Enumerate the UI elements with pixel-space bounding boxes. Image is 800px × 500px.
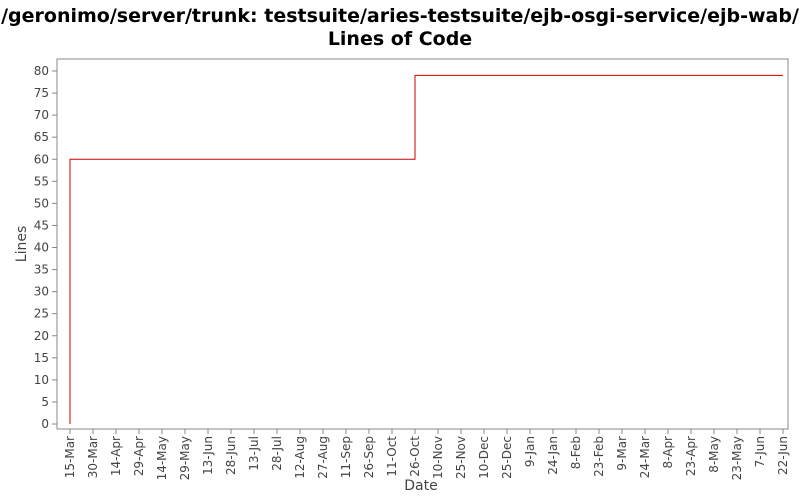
y-tick-label: 10 (34, 373, 49, 387)
x-tick-label: 29-May (178, 436, 192, 480)
y-tick-label: 40 (34, 241, 49, 255)
y-tick-label: 80 (34, 64, 49, 78)
x-tick-label: 7-Jun (753, 436, 767, 467)
x-tick-label: 8-Feb (569, 436, 583, 469)
y-tick-label: 45 (34, 218, 49, 232)
series-layer (69, 74, 783, 424)
plot-area (56, 58, 789, 430)
x-tick-label: 13-Jul (247, 436, 261, 471)
y-tick-label: 70 (34, 108, 49, 122)
x-tick-label: 28-Jun (224, 436, 238, 475)
y-axis-ticks: 0 5 10 15 20 25 30 35 40 45 50 55 60 65 70 75 80 (34, 64, 57, 431)
x-tick-label: 22-Jun (776, 436, 790, 475)
y-tick-label: 50 (34, 196, 49, 210)
x-tick-label: 23-Apr (684, 436, 698, 476)
x-tick-label: 9-Mar (615, 436, 629, 471)
y-tick-label: 25 (34, 307, 49, 321)
x-tick-label: 13-Jun (201, 436, 215, 475)
x-tick-label: 26-Oct (408, 436, 422, 477)
y-axis-label: Lines (14, 226, 30, 262)
y-tick-label: 30 (34, 285, 49, 299)
y-tick-label: 0 (41, 417, 49, 431)
x-tick-label: 11-Oct (385, 436, 399, 477)
x-axis-label: Date (404, 478, 437, 494)
x-tick-label: 25-Nov (454, 436, 468, 479)
x-tick-label: 12-Aug (293, 436, 307, 479)
x-tick-label: 9-Jan (523, 436, 537, 467)
x-tick-label: 14-May (155, 436, 169, 480)
chart-title-line-1: /geronimo/server/trunk: testsuite/aries-… (1, 5, 799, 27)
y-tick-label: 60 (34, 152, 49, 166)
y-tick-label: 35 (34, 263, 49, 277)
x-tick-label: 24-Jan (546, 436, 560, 475)
y-tick-label: 20 (34, 329, 49, 343)
x-axis-ticks: 15-Mar 30-Mar 14-Apr 29-Apr 14-May 29-May 13-J… (63, 429, 790, 480)
x-tick-label: 24-Mar (638, 436, 652, 478)
x-tick-label: 10-Dec (477, 436, 491, 479)
y-tick-label: 65 (34, 130, 49, 144)
x-tick-label: 10-Nov (431, 436, 445, 479)
x-tick-label: 8-Apr (661, 436, 675, 469)
x-tick-label: 23-May (730, 436, 744, 480)
x-tick-label: 25-Dec (500, 436, 514, 479)
x-tick-label: 23-Feb (592, 436, 606, 477)
x-tick-label: 26-Sep (362, 436, 376, 478)
x-tick-label: 30-Mar (86, 436, 100, 478)
chart-title-line-2: Lines of Code (328, 28, 472, 50)
y-tick-label: 5 (41, 395, 49, 409)
x-tick-label: 29-Apr (132, 436, 146, 476)
x-tick-label: 28-Jul (270, 436, 284, 471)
x-tick-label: 15-Mar (63, 436, 77, 478)
x-tick-label: 11-Sep (339, 436, 353, 478)
x-tick-label: 27-Aug (316, 436, 330, 479)
series-line (69, 74, 783, 424)
y-tick-label: 55 (34, 174, 49, 188)
y-tick-label: 15 (34, 351, 49, 365)
x-tick-label: 8-May (707, 436, 721, 473)
y-tick-label: 75 (34, 86, 49, 100)
x-tick-label: 14-Apr (109, 436, 123, 476)
